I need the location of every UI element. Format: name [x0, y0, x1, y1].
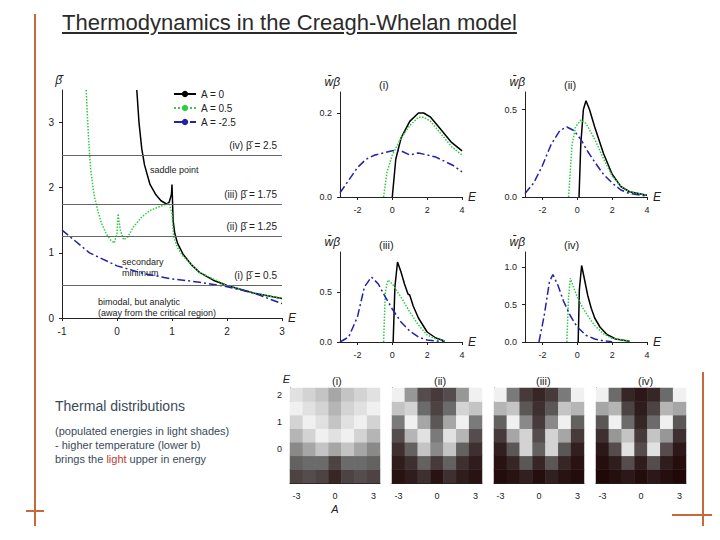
svg-text:3: 3 [279, 326, 285, 337]
svg-text:-3: -3 [292, 491, 300, 501]
svg-text:4: 4 [644, 350, 649, 360]
svg-text:E: E [288, 311, 297, 325]
svg-text:0: 0 [277, 444, 282, 454]
svg-text:3: 3 [48, 117, 54, 128]
svg-text:0: 0 [114, 326, 120, 337]
svg-text:0: 0 [390, 350, 395, 360]
html-text:Thermodynamics in the Creagh-W: Thermodynamics in the Creagh-Whelan mode… [62, 10, 517, 35]
svg-text:A = 0: A = 0 [201, 89, 225, 100]
svg-text:-2: -2 [538, 205, 546, 215]
svg-text:0: 0 [638, 491, 643, 501]
svg-text:(i): (i) [379, 79, 389, 91]
svg-text:(iii): (iii) [379, 239, 394, 251]
svg-text:1: 1 [277, 417, 282, 427]
svg-text:(iv): (iv) [564, 239, 579, 251]
svg-text:0.0: 0.0 [504, 192, 517, 202]
svg-text:w̄β: w̄β [324, 235, 340, 249]
svg-text:-2: -2 [353, 350, 361, 360]
svg-text:(iv): (iv) [638, 375, 653, 387]
svg-text:0: 0 [332, 491, 337, 501]
svg-text:0.0: 0.0 [319, 337, 332, 347]
svg-text:secondary: secondary [122, 257, 164, 267]
svg-text:E: E [468, 190, 477, 204]
svg-text:0: 0 [390, 205, 395, 215]
svg-text:bimodal, but analytic: bimodal, but analytic [98, 297, 181, 307]
svg-text:2: 2 [277, 390, 282, 400]
svg-text:w̄β: w̄β [324, 75, 340, 89]
svg-text:4: 4 [644, 205, 649, 215]
svg-text:A = -2.5: A = -2.5 [201, 117, 236, 128]
svg-text:E: E [653, 190, 662, 204]
svg-text:A = 0.5: A = 0.5 [201, 103, 233, 114]
svg-text:0.5: 0.5 [319, 287, 332, 297]
svg-text:0.0: 0.0 [319, 192, 332, 202]
html-text:Thermal distributions: Thermal distributions [55, 398, 185, 414]
svg-text:-1: -1 [58, 326, 67, 337]
svg-text:0: 0 [48, 313, 54, 324]
svg-text:saddle point: saddle point [150, 165, 199, 175]
svg-text:(ii) β̄ = 1.25: (ii) β̄ = 1.25 [227, 221, 278, 232]
svg-text:4: 4 [459, 350, 464, 360]
svg-text:(away from the critical region: (away from the critical region) [98, 308, 216, 318]
svg-text:(iv) β̄ = 2.5: (iv) β̄ = 2.5 [229, 140, 277, 151]
svg-text:2: 2 [610, 205, 615, 215]
svg-text:(iii) β̄ = 1.75: (iii) β̄ = 1.75 [224, 189, 277, 200]
svg-text:-3: -3 [598, 491, 606, 501]
svg-text:(iii): (iii) [536, 375, 551, 387]
html-text:(populated energies in light s: (populated energies in light shades) [55, 425, 230, 437]
svg-text:0: 0 [575, 350, 580, 360]
svg-text:2: 2 [224, 326, 230, 337]
svg-text:2: 2 [425, 350, 430, 360]
svg-text:0: 0 [575, 205, 580, 215]
svg-text:minimum: minimum [122, 267, 159, 278]
svg-text:3: 3 [473, 491, 478, 501]
svg-text:3: 3 [575, 491, 580, 501]
svg-text:2: 2 [610, 350, 615, 360]
svg-text:0.0: 0.0 [504, 337, 517, 347]
svg-text:0.5: 0.5 [504, 300, 517, 310]
svg-text:E: E [653, 335, 662, 349]
svg-text:0.2: 0.2 [319, 108, 332, 118]
svg-text:(i) β̄ = 0.5: (i) β̄ = 0.5 [234, 270, 277, 281]
svg-text:2: 2 [425, 205, 430, 215]
svg-text:(i): (i) [332, 375, 342, 387]
svg-text:3: 3 [371, 491, 376, 501]
svg-text:-2: -2 [538, 350, 546, 360]
svg-text:w̄β: w̄β [509, 75, 525, 89]
svg-text:-3: -3 [394, 491, 402, 501]
svg-text:-2: -2 [353, 205, 361, 215]
svg-text:E: E [283, 373, 291, 385]
svg-text:3: 3 [677, 491, 682, 501]
html-text:- higher temperature (lower b): - higher temperature (lower b) [55, 439, 201, 451]
svg-text:w̄β: w̄β [509, 235, 525, 249]
svg-text:2: 2 [48, 182, 54, 193]
svg-text:4: 4 [459, 205, 464, 215]
svg-text:0.5: 0.5 [504, 105, 517, 115]
svg-text:0: 0 [434, 491, 439, 501]
svg-text:0: 0 [536, 491, 541, 501]
svg-text:-3: -3 [496, 491, 504, 501]
svg-text:A: A [330, 503, 338, 515]
svg-text:β̄: β̄ [54, 73, 64, 87]
svg-text:1: 1 [169, 326, 175, 337]
svg-text:1.0: 1.0 [504, 262, 517, 272]
svg-text:1: 1 [48, 247, 54, 258]
html-text:brings the light upper in ener: brings the light upper in energy [55, 453, 207, 465]
svg-text:(ii): (ii) [564, 79, 576, 91]
svg-text:(ii): (ii) [434, 375, 446, 387]
svg-text:E: E [468, 335, 477, 349]
